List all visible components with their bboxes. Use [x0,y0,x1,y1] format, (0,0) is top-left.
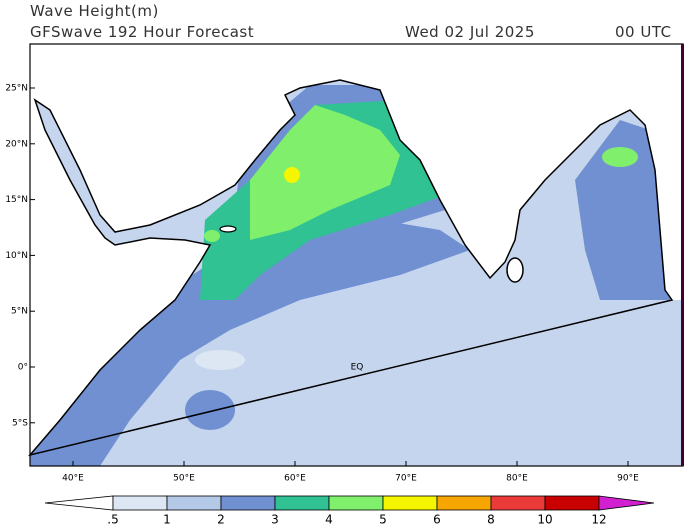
map-edge [681,44,684,466]
colorbar-segment [382,495,438,511]
lat-label: 10°N [5,251,28,261]
lon-label: 50°E [173,474,195,484]
colorbar-arrow [44,495,114,511]
wave-4-5 [602,147,638,167]
colorbar-segment [274,495,330,511]
colorbar-segment [544,495,600,511]
colorbar-segment [166,495,222,511]
colorbar-label: 3 [271,513,279,525]
map: EQ [27,43,684,467]
coastline [27,79,674,457]
colorbar-segment [220,495,276,511]
lat-label: 5°S [12,418,28,428]
lat-label: 5°N [11,307,28,317]
colorbar-segment [112,495,168,511]
lon-label: 70°E [395,474,417,484]
lat-label: 25°N [5,84,28,94]
colorbar-label: 12 [591,513,606,525]
colorbar: .5 1 2 3 4 5 6 8 10 12 [44,495,655,525]
lat-label: 15°N [5,195,28,205]
colorbar-segment [490,495,546,511]
colorbar-segment [436,495,492,511]
wave-4-5 [250,105,400,240]
colorbar-segment [328,495,384,511]
time: 00 UTC [615,23,672,41]
wave-5-6 [284,167,300,183]
colorbar-label: 1 [163,513,171,525]
colorbar-label: 6 [433,513,441,525]
date: Wed 02 Jul 2025 [405,23,535,41]
colorbar-label: 4 [325,513,333,525]
wave-2-3 [575,120,670,300]
lon-label: 40°E [62,474,84,484]
colorbar-arrow [598,495,655,511]
colorbar-label: 5 [379,513,387,525]
wave-2-3 [30,200,470,466]
colorbar-label: 10 [537,513,552,525]
wave-4-5 [204,230,220,242]
lon-label: 60°E [284,474,306,484]
colorbar-label: 2 [217,513,225,525]
socotra [219,225,237,233]
equator-label: EQ [351,363,364,373]
subtitle: GFSwave 192 Hour Forecast [30,23,254,41]
wave-1 [195,350,245,370]
title: Wave Height(m) [30,2,159,20]
sri-lanka [506,257,524,283]
lat-label: 20°N [5,139,28,149]
wave-2-3 [185,390,235,430]
lon-label: 80°E [506,474,528,484]
lat-label: 0° [18,363,28,373]
colorbar-label: .5 [107,513,118,525]
colorbar-label: 8 [487,513,495,525]
lon-label: 90°E [617,474,639,484]
